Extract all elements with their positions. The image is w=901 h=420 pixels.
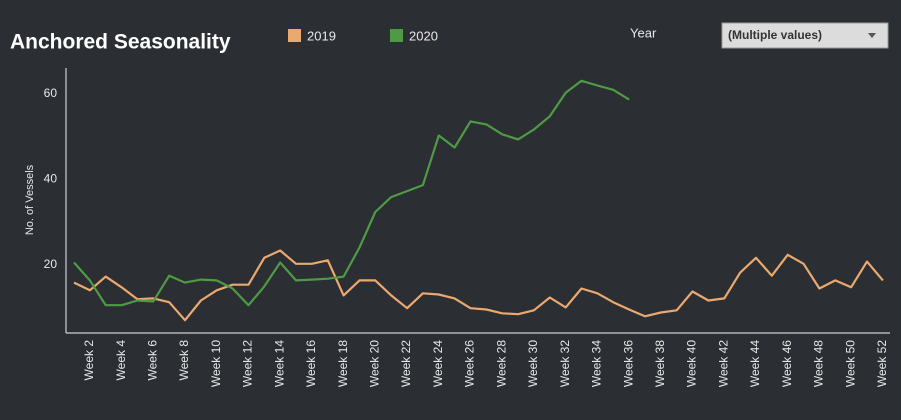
x-tick-label: Week 44 (748, 340, 762, 387)
x-tick-label: Week 46 (780, 340, 794, 387)
x-tick-label: Week 28 (494, 340, 508, 387)
x-tick-label: Week 24 (431, 340, 445, 387)
x-tick-label: Week 40 (685, 340, 699, 387)
x-tick-label: Week 18 (336, 340, 350, 387)
x-tick-label: Week 52 (875, 340, 889, 387)
x-tick-label: Week 14 (272, 340, 286, 387)
x-tick-label: Week 34 (590, 340, 604, 387)
x-tick-label: Week 48 (812, 340, 826, 387)
x-tick-label: Week 20 (368, 340, 382, 387)
x-tick-label: Week 2 (82, 340, 96, 381)
x-tick-label: Week 8 (177, 340, 191, 381)
x-tick-label: Week 10 (209, 340, 223, 387)
legend-swatch (390, 29, 403, 42)
y-tick-label: 60 (44, 86, 58, 100)
chart-title: Anchored Seasonality (10, 31, 231, 54)
x-tick-label: Week 30 (526, 340, 540, 387)
dropdown-value[interactable]: (Multiple values) (728, 28, 822, 42)
x-tick-label: Week 26 (463, 340, 477, 387)
dropdown-box[interactable] (721, 22, 889, 49)
series-line (73, 249, 884, 322)
legend-label: 2020 (409, 28, 438, 43)
x-tick-label: Week 16 (304, 340, 318, 387)
legend-swatch (288, 29, 301, 42)
series-line (73, 79, 630, 307)
x-tick-label: Week 42 (716, 340, 730, 387)
legend-label: 2019 (307, 28, 336, 43)
x-tick-label: Week 22 (399, 340, 413, 387)
x-tick-label: Week 4 (114, 340, 128, 381)
x-tick-label: Week 38 (653, 340, 667, 387)
filter-dropdown[interactable]: (Multiple values) (721, 22, 889, 49)
x-tick-label: Week 50 (843, 340, 857, 387)
x-tick-label: Week 6 (145, 340, 159, 381)
x-tick-label: Week 12 (241, 340, 255, 387)
filter-label: Year (630, 25, 657, 40)
y-axis-label: No. of Vessels (24, 164, 36, 235)
dropdown-arrow[interactable] (868, 33, 876, 38)
x-tick-label: Week 32 (558, 340, 572, 387)
y-tick-label: 20 (44, 257, 58, 271)
y-tick-label: 40 (44, 171, 58, 185)
x-tick-label: Week 36 (621, 340, 635, 387)
